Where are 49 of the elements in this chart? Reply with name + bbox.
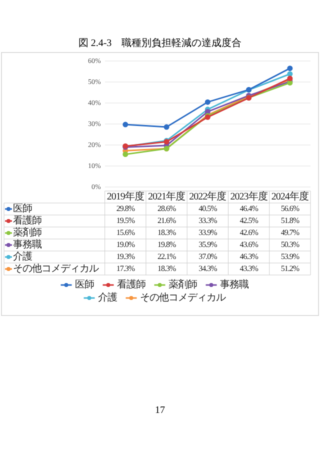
text: 薬剤師	[168, 280, 197, 291]
x-tick-label: 2023年度	[230, 190, 268, 203]
data-label: 17.3%	[116, 264, 136, 274]
text: 看護師	[116, 280, 146, 291]
legend-label: 介護	[13, 250, 32, 263]
text: 医師	[74, 280, 94, 291]
data-label: 33.3%	[198, 216, 218, 226]
legend-label: 看護師	[13, 214, 42, 227]
x-tick-label: 2019年度	[106, 190, 144, 203]
data-label: 19.0%	[116, 240, 136, 250]
text: 介護	[98, 292, 117, 304]
data-label: 21.6%	[157, 216, 176, 226]
data-label: 46.4%	[240, 204, 259, 214]
data-label: 49.7%	[280, 228, 300, 238]
data-label: 50.3%	[280, 240, 300, 250]
text: 17	[154, 405, 166, 416]
data-label: 42.5%	[240, 216, 259, 226]
x-tick-label: 2024年度	[271, 190, 309, 203]
data-label: 15.6%	[116, 228, 136, 238]
legend-label: その他コメディカル	[13, 262, 99, 275]
legend-label: 薬剤師	[13, 226, 42, 239]
legend-label: 医師	[13, 202, 32, 215]
data-label: 37.0%	[198, 252, 218, 262]
data-label: 35.9%	[198, 240, 218, 250]
data-label: 42.6%	[240, 228, 259, 238]
data-label: 33.9%	[198, 228, 218, 238]
data-label: 22.1%	[157, 252, 176, 262]
data-label: 19.5%	[116, 216, 136, 226]
data-label: 53.9%	[280, 252, 300, 262]
data-label: 43.6%	[240, 240, 259, 250]
x-tick-label: 2022年度	[189, 190, 227, 203]
data-label: 56.6%	[280, 204, 300, 214]
data-label: 29.8%	[116, 204, 136, 214]
legend-label: 事務職	[13, 238, 42, 251]
chart-title: 図 2.4-3 職種別負担軽減の達成度合	[77, 36, 243, 50]
data-label: 46.3%	[240, 252, 259, 262]
x-tick-label: 2021年度	[148, 190, 186, 203]
data-label: 51.8%	[280, 216, 300, 226]
data-label: 28.6%	[157, 204, 176, 214]
data-label: 18.3%	[157, 264, 176, 274]
data-label: 18.3%	[157, 228, 176, 238]
data-label: 51.2%	[280, 264, 300, 274]
data-label: 19.8%	[157, 240, 176, 250]
text: その他コメディカル	[140, 292, 226, 304]
data-label: 19.3%	[116, 252, 136, 262]
data-label: 40.5%	[198, 204, 218, 214]
data-label: 34.3%	[198, 264, 218, 274]
text: 事務職	[220, 280, 248, 291]
data-label: 43.3%	[240, 264, 259, 274]
